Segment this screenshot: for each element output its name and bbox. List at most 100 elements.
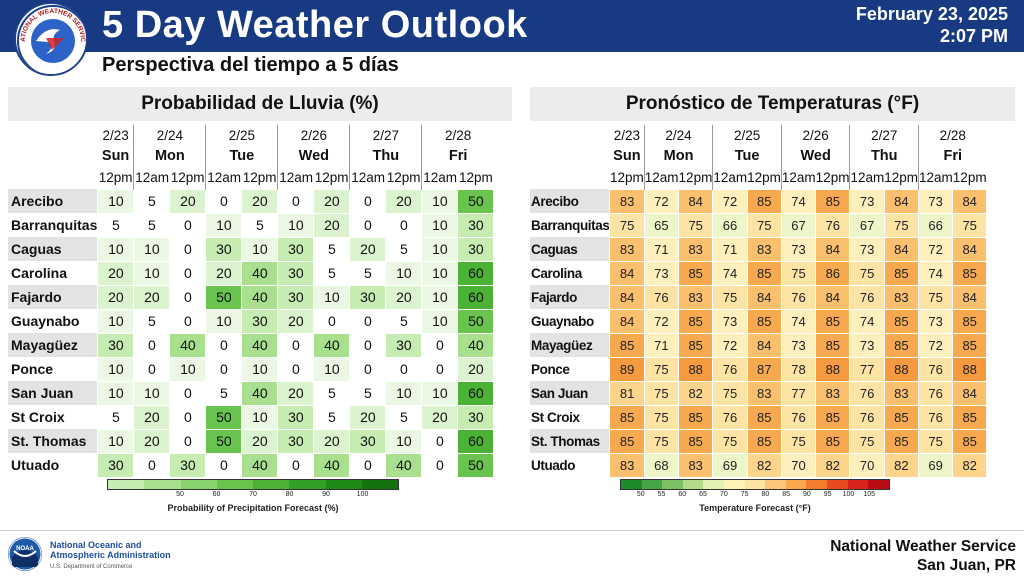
rain-value-cell: 0: [277, 452, 315, 478]
temp-value-cell: 73: [780, 332, 817, 358]
rain-value-cell: 30: [277, 404, 315, 430]
header-blank: [530, 125, 610, 145]
temp-value-cell: 75: [643, 380, 680, 406]
temp-column-day: Mon: [643, 145, 713, 167]
rain-header-time-row: 12pm 12am 12pm 12am 12pm 12am 12pm 12am 12pm 12am…: [8, 167, 494, 189]
rain-value-cell: 40: [241, 452, 279, 478]
rain-column-date: 2/24: [133, 125, 206, 145]
temp-city-label: Barranquitas: [531, 217, 610, 233]
noaa-name-line2: Atmospheric Administration: [50, 550, 171, 560]
header-blank: [530, 167, 610, 189]
temp-city-label: Arecibo: [530, 189, 610, 213]
rain-value-cell: 30: [385, 332, 423, 358]
temp-value-cell: 74: [849, 308, 885, 334]
rain-value-cell: 5: [385, 308, 423, 334]
temp-column-date: 2/25: [712, 125, 782, 145]
rain-value-cell: 10: [133, 236, 171, 262]
rain-value-cell: 20: [133, 428, 171, 454]
temp-legend-tick: 60: [678, 491, 687, 498]
temp-value-cell: 84: [952, 380, 988, 406]
temp-value-cell: 83: [746, 380, 782, 406]
rain-value-cell: 10: [97, 428, 135, 454]
temp-value-cell: 78: [780, 356, 817, 382]
temp-value-cell: 76: [643, 284, 680, 310]
rain-value-cell: 40: [241, 332, 279, 358]
rain-column-time: 12pm: [242, 170, 277, 186]
rain-value-cell: 0: [133, 356, 171, 382]
temp-panel-title: Pronóstico de Temperaturas (°F): [530, 87, 1015, 121]
temp-column-time: 12am: [918, 167, 953, 189]
temp-legend-swatch: [847, 480, 869, 489]
temp-value-cell: 75: [609, 212, 645, 238]
temp-value-cell: 85: [883, 428, 920, 454]
temp-value-cell: 75: [712, 284, 748, 310]
rain-value-cell: 10: [421, 308, 459, 334]
rain-value-cell: 30: [457, 404, 495, 430]
rain-value-cell: 20: [313, 188, 351, 214]
nws-office: National Weather Service San Juan, PR: [830, 537, 1016, 575]
rain-column-day: Tue: [205, 145, 278, 167]
rain-legend-tick: 70: [249, 491, 257, 498]
rain-value-cell: 10: [277, 212, 315, 238]
rain-value-cell: 5: [133, 212, 171, 238]
temp-legend-tick: 80: [761, 491, 770, 498]
rain-header-day-row: Sun Mon Tue Wed Thu Fri: [8, 145, 494, 167]
rain-column-time: 12pm: [170, 170, 205, 186]
nws-office-line2: San Juan, PR: [916, 557, 1016, 574]
temp-value-cell: 83: [609, 236, 645, 262]
rain-value-cell: 0: [349, 188, 387, 214]
temp-column-day: Sun: [613, 148, 641, 164]
rain-value-cell: 10: [421, 212, 459, 238]
rain-column-date: 2/25: [205, 125, 278, 145]
rain-value-cell: 40: [169, 332, 207, 358]
rain-column-date: 2/27: [349, 125, 422, 145]
rain-value-cell: 30: [457, 236, 495, 262]
temp-row: St. Thomas 85 75 85 75 85 75 85 75 85 75 85: [530, 428, 988, 454]
temp-value-cell: 76: [918, 404, 954, 430]
rain-column-date: 2/28: [421, 125, 494, 145]
rain-value-cell: 0: [169, 308, 207, 334]
rain-value-cell: 0: [421, 452, 459, 478]
temp-legend-swatch: [662, 480, 683, 489]
rain-value-cell: 50: [457, 308, 495, 334]
temp-value-cell: 73: [849, 332, 885, 358]
temp-value-cell: 75: [780, 260, 817, 286]
temp-value-cell: 85: [815, 188, 851, 214]
temp-value-cell: 76: [815, 212, 851, 238]
temp-row: Carolina 84 73 85 74 85 75 86 75 85 74 85: [530, 260, 988, 286]
rain-value-cell: 30: [205, 236, 243, 262]
rain-value-cell: 10: [421, 188, 459, 214]
rain-value-cell: 30: [277, 236, 315, 262]
temp-value-cell: 76: [780, 404, 817, 430]
temp-legend-swatch: [806, 480, 828, 489]
rain-value-cell: 20: [457, 356, 495, 382]
temp-column-time: 12pm: [747, 170, 781, 186]
temp-value-cell: 73: [712, 308, 748, 334]
temp-value-cell: 83: [883, 284, 920, 310]
temp-value-cell: 85: [609, 404, 645, 430]
rain-city-label: St. Thomas: [8, 429, 98, 453]
rain-row: Utuado 30 0 30 0 40 0 40 0 40 0 50: [8, 452, 495, 478]
temp-city-label: Caguas: [530, 237, 610, 261]
temp-city-label: Mayagüez: [530, 333, 610, 357]
rain-value-cell: 60: [457, 284, 495, 310]
rain-value-cell: 30: [277, 260, 315, 286]
header-blank: [8, 125, 98, 145]
rain-value-cell: 40: [457, 332, 495, 358]
temp-value-cell: 84: [609, 284, 645, 310]
rain-value-cell: 60: [457, 380, 495, 406]
rain-column-time: 12pm: [386, 170, 421, 186]
rain-value-cell: 10: [97, 356, 135, 382]
temp-value-cell: 85: [815, 308, 851, 334]
rain-value-cell: 5: [385, 404, 423, 430]
rain-column-day: Fri: [421, 145, 494, 167]
rain-value-cell: 50: [457, 452, 495, 478]
temp-column-date: 2/28: [918, 125, 987, 145]
rain-value-cell: 10: [97, 308, 135, 334]
rain-value-cell: 20: [133, 404, 171, 430]
temp-column-time: 12pm: [815, 170, 850, 186]
rain-city-label: Guaynabo: [11, 313, 80, 329]
rain-value-cell: 5: [313, 404, 351, 430]
rain-value-cell: 10: [133, 260, 171, 286]
rain-value-cell: 5: [133, 308, 171, 334]
